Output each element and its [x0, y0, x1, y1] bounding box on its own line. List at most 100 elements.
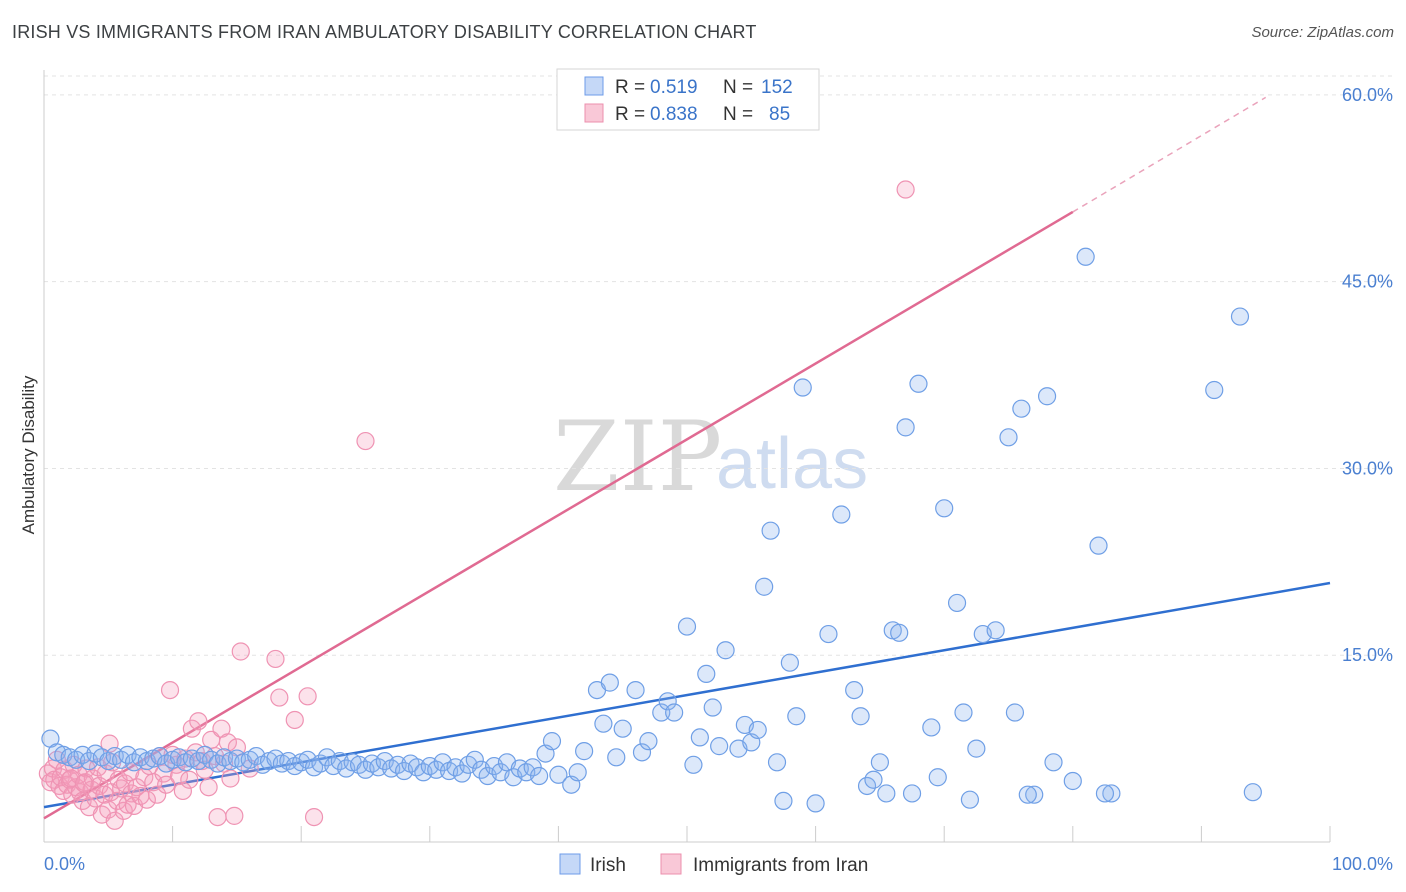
point-irish: [600, 673, 619, 692]
legend-n-label-iran: N =: [723, 104, 753, 125]
point-irish: [1025, 785, 1044, 804]
point-irish: [639, 732, 658, 751]
point-irish: [568, 763, 587, 782]
point-irish: [1102, 784, 1121, 803]
legend-swatch-irish: [584, 76, 604, 96]
point-irish: [703, 698, 722, 717]
watermark-atlas: atlas: [716, 424, 868, 504]
point-iran: [160, 680, 180, 700]
point-irish: [613, 719, 632, 738]
top-legend: R = 0.519 N = 152 R = 0.838 N = 85: [556, 68, 820, 131]
point-irish: [935, 499, 954, 518]
point-irish: [819, 624, 838, 644]
point-irish: [787, 707, 806, 726]
point-iran: [270, 688, 289, 707]
point-irish: [1095, 784, 1115, 803]
point-irish: [575, 742, 594, 761]
point-irish: [928, 768, 947, 787]
point-iran: [218, 733, 237, 752]
point-irish: [1044, 753, 1063, 772]
point-irish: [877, 784, 896, 803]
grid-lines: [44, 75, 1393, 656]
y-tick-label-60: 60.0%: [1342, 85, 1393, 105]
point-iran: [199, 778, 218, 797]
point-iran: [121, 763, 140, 782]
point-iran: [285, 710, 304, 730]
point-irish: [1089, 536, 1108, 555]
bottom-legend-swatch-iran: [660, 853, 682, 875]
point-irish: [922, 718, 941, 737]
point-iran: [127, 778, 146, 797]
point-iran: [266, 649, 285, 669]
point-iran: [225, 806, 244, 825]
point-iran: [74, 774, 93, 793]
bottom-legend-label-irish: Irish: [590, 855, 626, 876]
point-irish: [960, 790, 980, 809]
point-irish: [330, 751, 349, 771]
bottom-legend-swatch-irish: [559, 853, 581, 875]
y-axis-label: Ambulatory Disability: [19, 375, 38, 534]
point-irish: [909, 374, 928, 393]
point-iran: [356, 431, 375, 451]
bottom-legend-label-iran: Immigrants from Iran: [693, 855, 868, 876]
point-irish: [947, 593, 967, 613]
point-iran: [137, 790, 156, 809]
point-irish: [767, 753, 787, 772]
point-iran: [60, 770, 79, 789]
point-irish: [954, 703, 973, 722]
y-tick-label-45: 45.0%: [1342, 272, 1393, 292]
point-irish: [806, 794, 825, 813]
watermark-zip: ZIP: [553, 401, 722, 513]
point-irish: [716, 641, 735, 660]
series-iran-points: [38, 180, 915, 830]
point-irish: [832, 505, 851, 524]
point-irish: [1037, 387, 1057, 406]
point-irish: [755, 577, 774, 596]
y-tick-label-30: 30.0%: [1342, 458, 1393, 478]
legend-n-value-irish: 152: [761, 77, 793, 98]
point-irish: [710, 737, 729, 756]
point-iran: [115, 774, 135, 793]
point-iran: [148, 785, 167, 804]
point-irish: [690, 728, 709, 747]
point-irish: [1063, 771, 1082, 791]
point-irish: [530, 766, 549, 786]
point-irish: [870, 753, 890, 772]
point-iran: [221, 769, 240, 788]
legend-r-label-irish: R =: [615, 77, 645, 98]
point-irish: [890, 623, 909, 642]
point-irish: [1005, 703, 1025, 722]
point-irish: [542, 732, 562, 751]
point-irish: [465, 750, 484, 769]
point-iran: [231, 642, 250, 661]
point-irish: [896, 418, 915, 437]
point-irish: [652, 703, 671, 722]
point-iran: [180, 770, 199, 789]
point-iran: [118, 795, 137, 814]
point-irish: [427, 760, 446, 779]
point-irish: [986, 621, 1005, 640]
point-irish: [902, 784, 922, 803]
y-tick-labels: 15.0% 30.0% 45.0% 60.0%: [1342, 85, 1393, 665]
point-irish: [845, 680, 864, 700]
point-iran: [896, 180, 915, 199]
legend-r-label-iran: R =: [615, 104, 645, 125]
point-irish: [632, 743, 652, 762]
point-irish: [626, 680, 645, 700]
point-irish: [999, 428, 1018, 447]
point-irish: [549, 765, 568, 784]
point-iran: [298, 687, 317, 706]
x-tick-label-max: 100.0%: [1332, 854, 1393, 874]
trend-line-iran-extension: [1072, 96, 1267, 213]
point-irish: [780, 653, 799, 672]
series-irish-points: [41, 247, 1262, 813]
legend-n-label-irish: N =: [723, 77, 753, 98]
point-iran: [182, 719, 201, 738]
point-irish: [1018, 785, 1037, 804]
point-irish: [761, 521, 780, 540]
point-iran: [304, 807, 324, 827]
point-irish: [677, 617, 697, 636]
point-iran: [105, 811, 124, 830]
point-irish: [1243, 783, 1262, 802]
legend-r-value-irish: 0.519: [650, 77, 698, 98]
